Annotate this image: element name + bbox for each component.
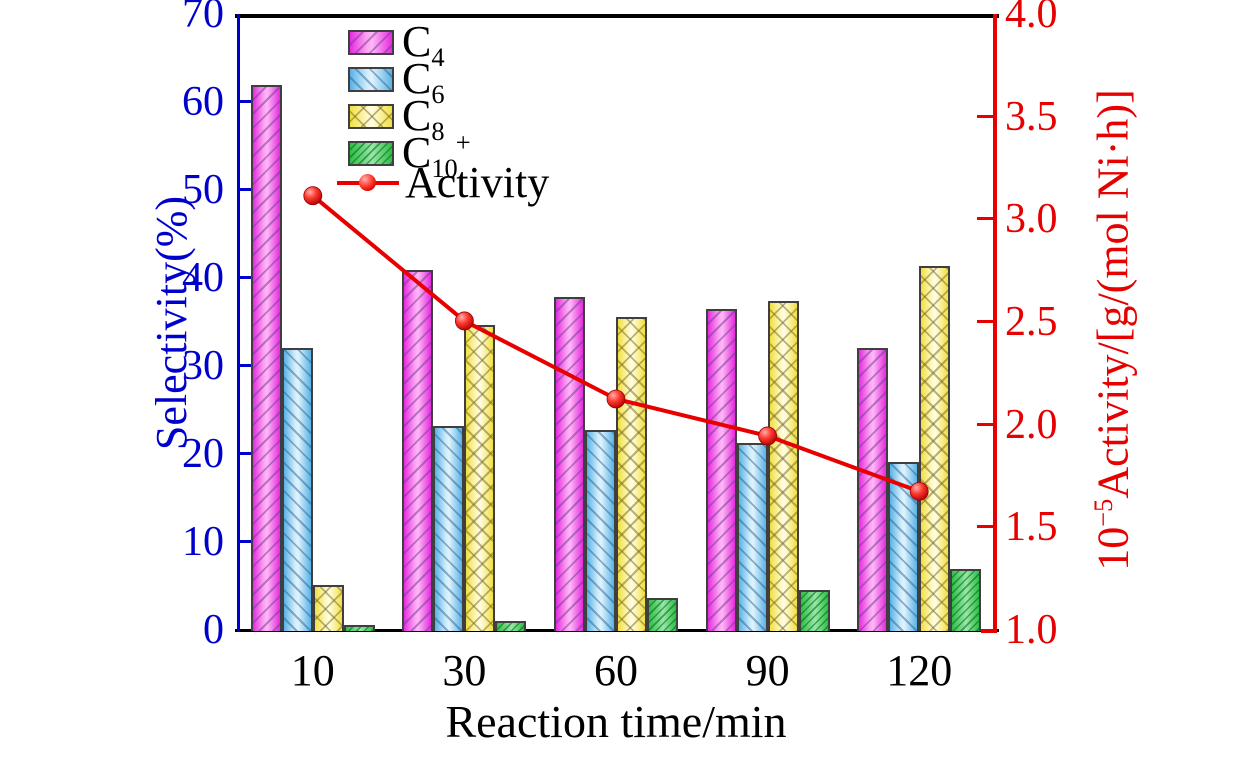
bar-c6-90min (736, 442, 768, 631)
bar-c6-10min (281, 347, 313, 631)
activity-marker (454, 311, 474, 331)
bar-c8-30min (464, 324, 496, 631)
x-axis-title: Reaction time/min (445, 696, 787, 747)
left-axis-tick-label: 0 (203, 607, 224, 653)
right-axis-tick (977, 217, 993, 221)
left-axis-tick-label: 40 (182, 255, 224, 301)
right-axis-tick-label: 1.5 (1005, 504, 1058, 551)
left-axis-spine (237, 14, 240, 632)
bar-c8-90min (767, 301, 799, 631)
activity-marker (909, 481, 929, 501)
activity-marker (758, 426, 777, 446)
right-axis-spine (993, 14, 997, 632)
left-axis-tick (240, 100, 256, 103)
bar-c4-10min (250, 84, 282, 631)
right-axis-tick (977, 422, 993, 426)
activity-marker (606, 389, 626, 409)
bar-c10+-60min (647, 598, 678, 631)
right-axis-tick (977, 525, 993, 529)
bar-c4-60min (554, 296, 585, 631)
bar-c4-120min (857, 347, 889, 631)
activity-marker (303, 186, 323, 206)
right-axis-tick (977, 114, 993, 118)
right-axis-foot (981, 629, 997, 633)
left-axis-tick (240, 364, 256, 367)
bar-c6-30min (433, 425, 465, 631)
left-axis-tick-label: 60 (182, 79, 224, 125)
x-axis-tick-label: 30 (442, 646, 487, 695)
right-axis-tick-label: 2.0 (1005, 401, 1058, 448)
bar-c4-30min (402, 270, 434, 631)
bar-c6-60min (585, 430, 616, 631)
right-axis-tick-label: 3.5 (1005, 93, 1058, 140)
bar-c10+-90min (798, 589, 830, 631)
left-axis-tick-label: 20 (182, 431, 224, 477)
bar-c8-120min (919, 265, 951, 631)
activity-line (311, 194, 920, 494)
bar-c8-60min (616, 316, 647, 631)
left-axis-tick (240, 188, 256, 191)
left-axis-tick-label: 50 (182, 167, 224, 213)
right-axis-tick-label: 1.0 (1005, 607, 1058, 653)
bar-c10+-30min (495, 621, 527, 631)
top-spine (235, 14, 999, 18)
right-axis-tick-label: 2.5 (1005, 299, 1058, 345)
left-axis-tick-label: 30 (182, 343, 224, 389)
right-axis-tick-label: 3.0 (1005, 196, 1058, 243)
x-axis-tick-label: 60 (594, 646, 638, 695)
bar-c10+-10min (343, 624, 375, 631)
x-axis-tick-label: 120 (886, 646, 953, 695)
bar-c6-120min (888, 462, 920, 631)
left-axis-tick (240, 540, 256, 543)
bar-c10+-120min (950, 568, 982, 631)
left-axis-tick-label: 10 (182, 519, 224, 565)
activity-line-layer (303, 186, 929, 501)
left-axis-tick (240, 452, 256, 455)
left-axis-tick-label: 70 (182, 0, 224, 37)
x-axis-tick-label: 90 (745, 646, 790, 695)
bar-c4-90min (705, 308, 737, 631)
left-axis-tick (240, 276, 256, 279)
right-axis-tick (977, 320, 993, 323)
bar-c8-10min (312, 585, 344, 631)
right-axis-tick-label: 4.0 (1005, 0, 1058, 37)
x-axis-tick-label: 10 (290, 646, 335, 695)
